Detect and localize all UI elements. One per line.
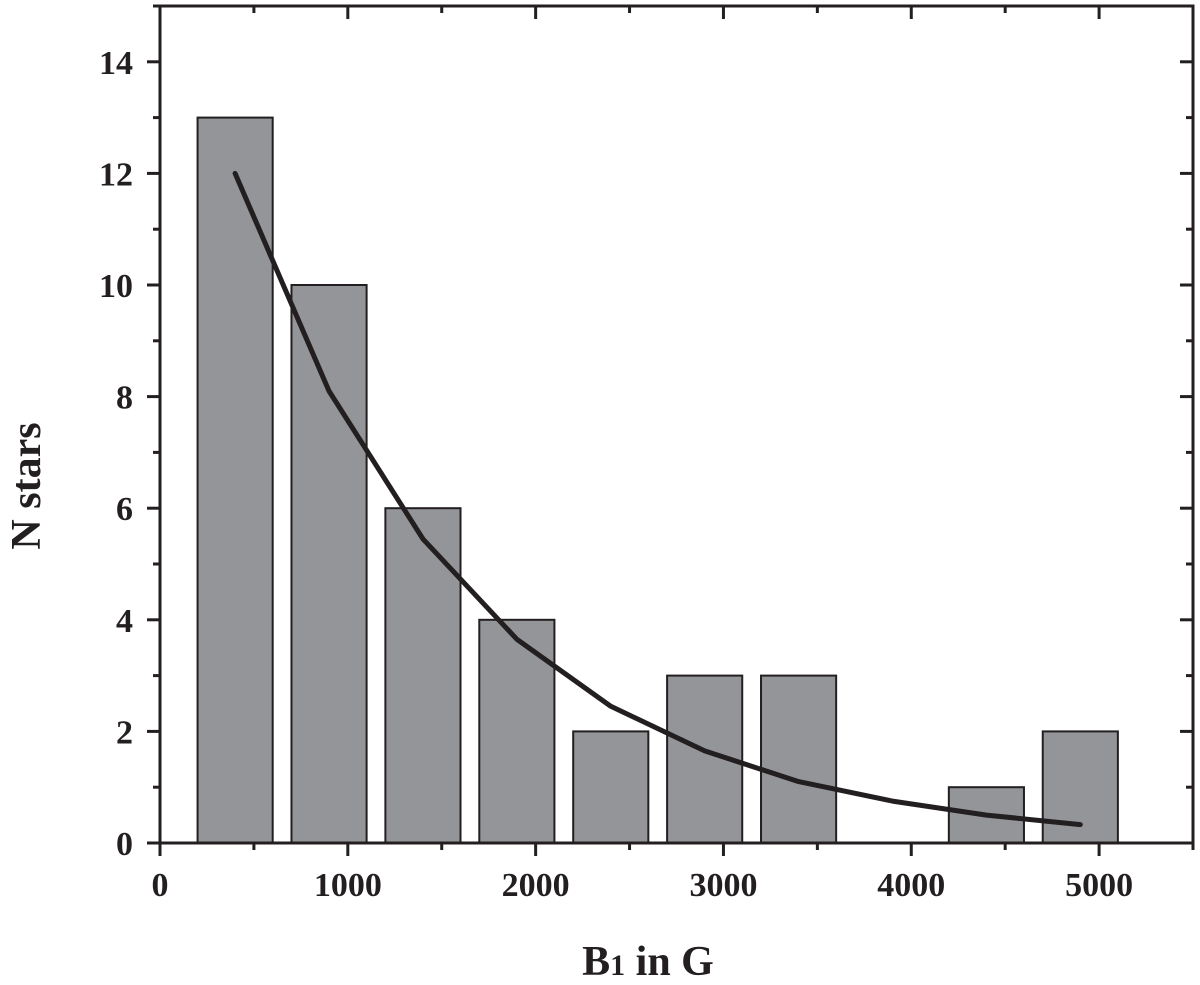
plot-frame xyxy=(158,4,1195,845)
y-tick-label: 6 xyxy=(116,491,133,528)
bar-1 xyxy=(290,284,368,844)
y-axis-label: N stars xyxy=(4,422,50,549)
y-tick-label: 4 xyxy=(116,603,133,640)
y-tick-label: 8 xyxy=(116,380,133,417)
bar-3 xyxy=(478,618,556,844)
x-tick-label: 3000 xyxy=(689,867,757,904)
tick-labels: 0 1000 2000 3000 4000 5000 0 2 4 6 8 10 12 14 xyxy=(99,45,1133,904)
bar-6 xyxy=(760,674,838,844)
bar-4 xyxy=(572,730,650,845)
x-tick-label: 2000 xyxy=(502,867,570,904)
x-tick-label: 4000 xyxy=(877,867,945,904)
x-tick-label: 0 xyxy=(152,867,169,904)
y-tick-label: 12 xyxy=(99,156,133,193)
x-axis-label: B1 in G xyxy=(582,939,714,985)
fit-curve xyxy=(232,170,1083,828)
x-tick-label: 1000 xyxy=(314,867,382,904)
y-tick-label: 14 xyxy=(99,45,133,82)
bar-0 xyxy=(196,116,274,845)
y-tick-label: 10 xyxy=(99,268,133,305)
x-tick-label: 5000 xyxy=(1065,867,1133,904)
bar-2 xyxy=(384,507,462,844)
axis-ticks xyxy=(147,4,1195,856)
y-tick-label: 2 xyxy=(116,714,133,751)
bars xyxy=(196,116,1119,845)
y-tick-label: 0 xyxy=(116,826,133,863)
